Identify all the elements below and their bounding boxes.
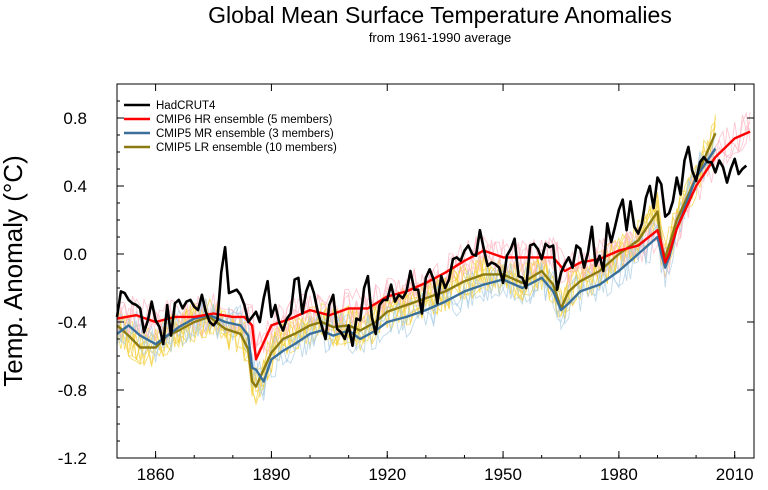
ensemble-member-line: [116, 114, 716, 403]
ensemble-member-line: [116, 126, 716, 393]
y-axis-label: Temp. Anomaly (°C): [0, 155, 28, 386]
chart-title: Global Mean Surface Temperature Anomalie…: [208, 2, 672, 28]
plot-frame: [116, 83, 755, 459]
chart-subtitle: from 1961-1990 average: [368, 30, 512, 45]
x-tick-label: 1950: [484, 465, 522, 484]
x-tick-label: 1980: [600, 465, 638, 484]
ensemble-member-line: [116, 145, 716, 401]
y-tick-label: 0.0: [63, 245, 87, 264]
y-tick-label: -1.2: [58, 449, 87, 468]
x-tick-label: 2010: [716, 465, 754, 484]
legend-entry: CMIP5 MR ensemble (3 members): [156, 128, 334, 140]
axes-layer: -1.2 -0.8 -0.4 0.0 0.4 0.8 1860 1890 1920 1950 198…: [0, 83, 755, 484]
ensemble-spread-layer: [116, 111, 751, 406]
series-layer: [115, 130, 751, 388]
x-tick-label: 1890: [253, 465, 291, 484]
y-tick-label: -0.8: [58, 381, 87, 400]
y-tick-label: -0.4: [58, 313, 87, 332]
ensemble-member-line: [116, 131, 716, 397]
series-line-2: [116, 147, 717, 383]
y-tick-label: 0.4: [63, 177, 87, 196]
x-tick-label: 1860: [137, 465, 175, 484]
series-line-3: [116, 132, 717, 388]
y-tick-label: 0.8: [63, 109, 87, 128]
ensemble-member-line: [116, 133, 716, 406]
series-line-1: [116, 130, 751, 361]
legend: HadCRUT4 CMIP6 HR ensemble (5 members) CMI…: [124, 100, 337, 154]
legend-entry: CMIP6 HR ensemble (5 members): [156, 114, 333, 126]
legend-entry: CMIP5 LR ensemble (10 members): [156, 142, 337, 154]
series-line-0: [115, 145, 748, 348]
legend-entry: HadCRUT4: [156, 100, 216, 112]
x-tick-label: 1920: [368, 465, 406, 484]
